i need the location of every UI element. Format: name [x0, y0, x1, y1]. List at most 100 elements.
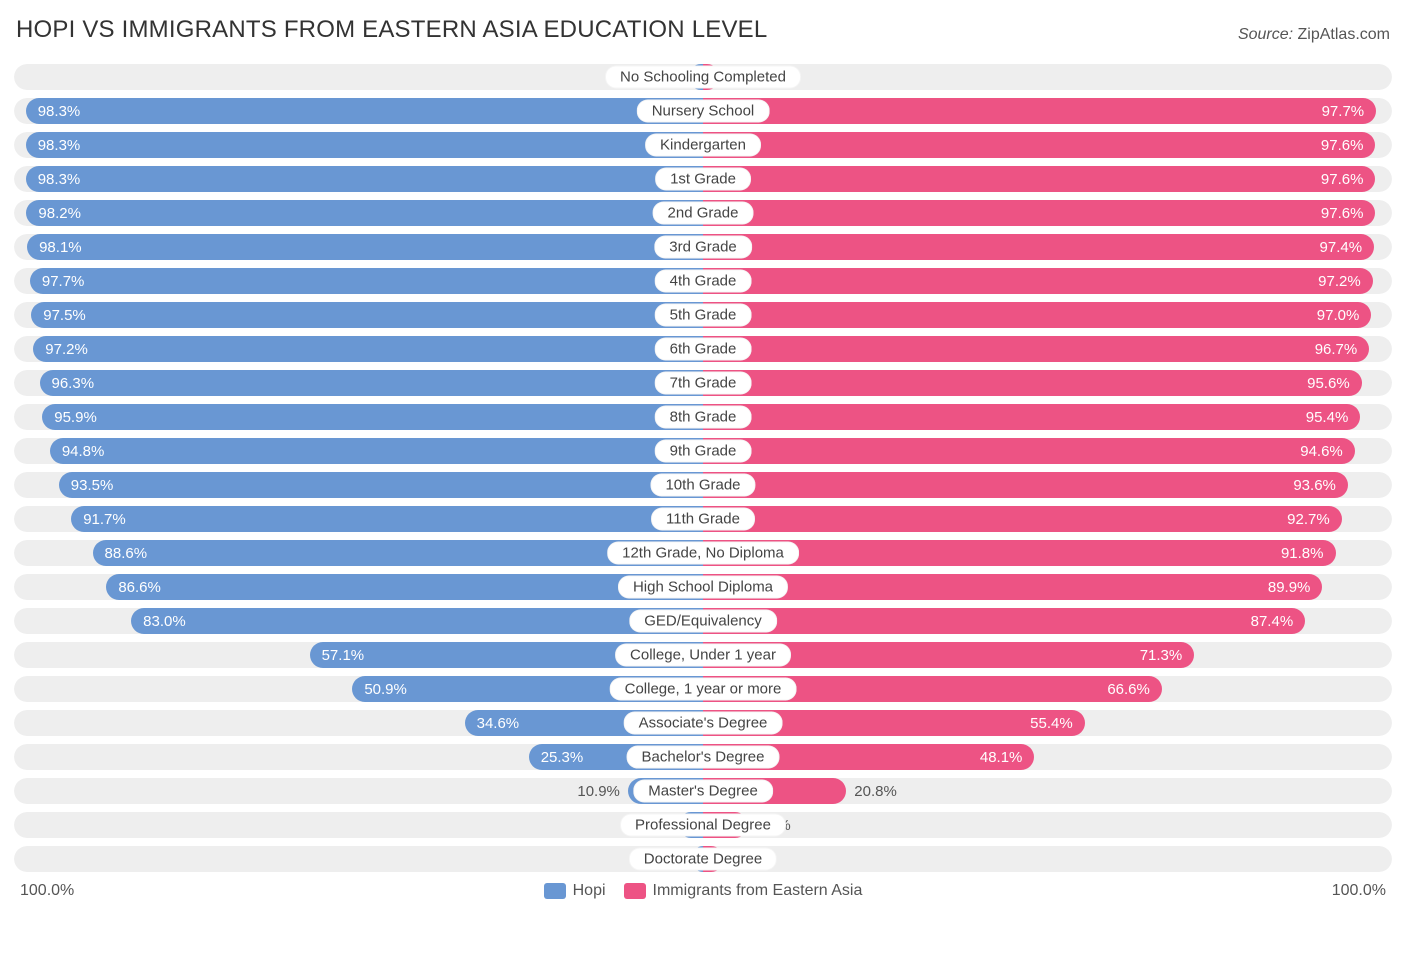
bar-left-value: 95.9%	[54, 409, 97, 426]
bar-left-value: 97.2%	[45, 341, 88, 358]
chart-row: 93.5% 93.6%10th Grade	[14, 472, 1392, 498]
bar-right-value: 97.0%	[1317, 307, 1360, 324]
bar-left-value: 98.3%	[38, 171, 81, 188]
category-label: 9th Grade	[655, 440, 752, 463]
chart-row: 57.1%71.3%College, Under 1 year	[14, 642, 1392, 668]
bar-right-value: 91.8%	[1281, 545, 1324, 562]
bar-left: 95.9%	[42, 404, 703, 430]
bar-left-value: 96.3%	[52, 375, 95, 392]
chart-row: 10.9% 20.8% Master's Degree	[14, 778, 1392, 804]
chart-row: 96.3% 95.6% 7th Grade	[14, 370, 1392, 396]
bar-left: 83.0%	[131, 608, 703, 634]
bar-left-value: 25.3%	[541, 749, 584, 766]
bar-left-value: 98.3%	[38, 103, 81, 120]
source-label: Source:	[1238, 26, 1293, 43]
legend-swatch-right	[624, 883, 646, 899]
bar-left: 93.5%	[59, 472, 703, 498]
legend-swatch-left	[544, 883, 566, 899]
bar-right-value: 95.4%	[1306, 409, 1349, 426]
chart-row: 86.6% 89.9%High School Diploma	[14, 574, 1392, 600]
bar-right: 89.9%	[703, 574, 1322, 600]
bar-right-value: 97.6%	[1321, 137, 1364, 154]
chart-row: 50.9%66.6%College, 1 year or more	[14, 676, 1392, 702]
category-label: 10th Grade	[650, 474, 755, 497]
category-label: Bachelor's Degree	[627, 746, 780, 769]
bar-left-value: 50.9%	[364, 681, 407, 698]
bar-left-value: 10.9%	[577, 783, 628, 800]
category-label: 3rd Grade	[654, 236, 752, 259]
bar-left: 86.6%	[106, 574, 703, 600]
axis-right-max: 100.0%	[1332, 882, 1386, 900]
bar-left-value: 98.1%	[39, 239, 82, 256]
category-label: Professional Degree	[620, 814, 786, 837]
bar-right-value: 97.2%	[1318, 273, 1361, 290]
category-label: 1st Grade	[655, 168, 751, 191]
category-label: High School Diploma	[618, 576, 788, 599]
bar-right: 97.7%	[703, 98, 1376, 124]
bar-left: 98.3%	[26, 166, 703, 192]
chart-row: 97.7%97.2%4th Grade	[14, 268, 1392, 294]
category-label: 11th Grade	[651, 508, 755, 531]
chart-row: 98.3% 97.7% Nursery School	[14, 98, 1392, 124]
category-label: 4th Grade	[655, 270, 752, 293]
category-label: GED/Equivalency	[629, 610, 777, 633]
bar-right-value: 87.4%	[1251, 613, 1294, 630]
bar-left-value: 34.6%	[477, 715, 520, 732]
chart-row: 98.3% 97.6% 1st Grade	[14, 166, 1392, 192]
bar-right: 93.6%	[703, 472, 1348, 498]
chart-row: 98.1% 97.4%3rd Grade	[14, 234, 1392, 260]
category-label: College, 1 year or more	[610, 678, 797, 701]
legend: Hopi Immigrants from Eastern Asia	[544, 882, 863, 900]
bar-left: 91.7%	[71, 506, 703, 532]
category-label: Master's Degree	[633, 780, 773, 803]
legend-item-right: Immigrants from Eastern Asia	[624, 882, 863, 900]
bar-left-value: 93.5%	[71, 477, 114, 494]
bar-left-value: 83.0%	[143, 613, 186, 630]
bar-left: 98.3%	[26, 132, 703, 158]
bar-right-value: 95.6%	[1307, 375, 1350, 392]
category-label: 8th Grade	[655, 406, 752, 429]
bar-left-value: 98.2%	[38, 205, 81, 222]
chart-row: 1.6%3.0%Doctorate Degree	[14, 846, 1392, 872]
category-label: 12th Grade, No Diploma	[607, 542, 799, 565]
source-name: ZipAtlas.com	[1298, 26, 1390, 43]
bar-left: 94.8%	[50, 438, 703, 464]
chart-header: HOPI VS IMMIGRANTS FROM EASTERN ASIA EDU…	[10, 16, 1396, 44]
chart-row: 98.3% 97.6% Kindergarten	[14, 132, 1392, 158]
bar-right: 87.4%	[703, 608, 1305, 634]
chart-row: 25.3%48.1%Bachelor's Degree	[14, 744, 1392, 770]
chart-title: HOPI VS IMMIGRANTS FROM EASTERN ASIA EDU…	[16, 16, 767, 44]
bar-left-value: 86.6%	[118, 579, 161, 596]
category-label: 7th Grade	[655, 372, 752, 395]
category-label: Nursery School	[637, 100, 770, 123]
bar-right-value: 97.7%	[1322, 103, 1365, 120]
bar-right: 94.6%	[703, 438, 1355, 464]
bar-right: 95.6%	[703, 370, 1362, 396]
legend-item-left: Hopi	[544, 882, 606, 900]
legend-label-right: Immigrants from Eastern Asia	[653, 882, 863, 900]
bar-right-value: 96.7%	[1315, 341, 1358, 358]
category-label: Associate's Degree	[624, 712, 783, 735]
category-label: Kindergarten	[645, 134, 761, 157]
chart-row: 88.6% 91.8% 12th Grade, No Diploma	[14, 540, 1392, 566]
bar-left: 98.1%	[27, 234, 703, 260]
bar-right: 97.6%	[703, 200, 1375, 226]
bar-left-value: 88.6%	[105, 545, 148, 562]
category-label: 6th Grade	[655, 338, 752, 361]
bar-right-value: 97.6%	[1321, 205, 1364, 222]
legend-label-left: Hopi	[573, 882, 606, 900]
chart-row: 2.2%2.4%No Schooling Completed	[14, 64, 1392, 90]
chart-row: 98.2% 97.6% 2nd Grade	[14, 200, 1392, 226]
bar-left-value: 91.7%	[83, 511, 126, 528]
bar-right: 97.2%	[703, 268, 1373, 294]
bar-left: 97.5%	[31, 302, 703, 328]
bar-right-value: 20.8%	[846, 783, 897, 800]
bar-right-value: 71.3%	[1140, 647, 1183, 664]
chart-row: 94.8%94.6%9th Grade	[14, 438, 1392, 464]
bar-right: 97.0%	[703, 302, 1371, 328]
category-label: 2nd Grade	[653, 202, 754, 225]
bar-right-value: 97.6%	[1321, 171, 1364, 188]
bar-left: 97.2%	[33, 336, 703, 362]
bar-right: 97.4%	[703, 234, 1374, 260]
category-label: 5th Grade	[655, 304, 752, 327]
